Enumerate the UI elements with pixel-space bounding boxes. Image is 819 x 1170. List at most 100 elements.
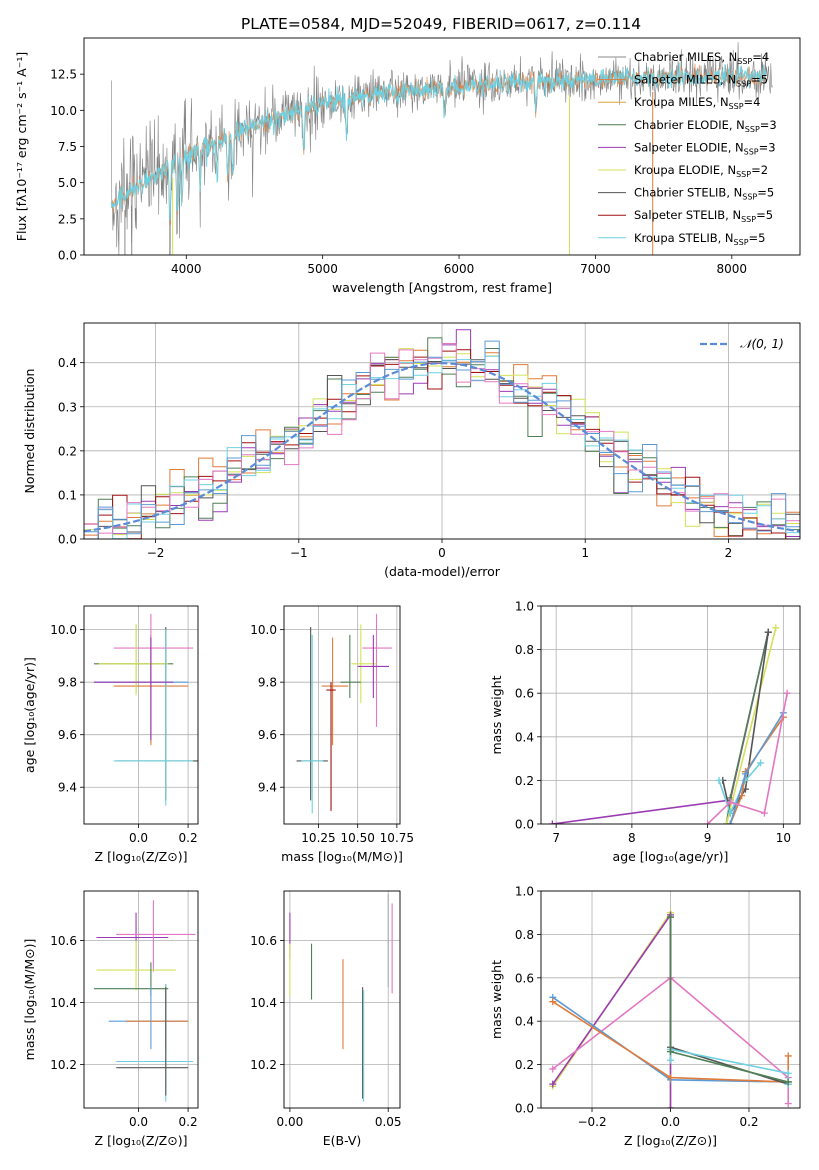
axes-frame [283, 890, 401, 1109]
legend-label-text: Salpeter MILES, N [634, 73, 736, 87]
y-tick-label: 0.8 [515, 928, 534, 942]
x-tick-label: 0.00 [277, 1115, 304, 1129]
x-tick-label: 5000 [307, 262, 338, 276]
x-tick-label: 0.2 [739, 1115, 758, 1129]
legend-label-subscript: SSP [736, 170, 751, 179]
plot-area [93, 900, 196, 1102]
legend-label-subscript: SSP [745, 125, 760, 134]
x-tick-label: 8000 [717, 262, 748, 276]
legend-label-subscript: SSP [729, 102, 744, 111]
y-axis-label: mass [log₁₀(M/M⊙)] [22, 939, 37, 1061]
x-axis-label: wavelength [Angstrom, rest frame] [332, 280, 552, 295]
legend-label-value: =2 [751, 163, 768, 177]
weight-series-line [552, 1001, 790, 1083]
weight-point-marker [764, 628, 772, 636]
legend-label-subscript: SSP [742, 193, 757, 202]
axes-frame [540, 605, 801, 825]
y-tick-label: 12.5 [50, 68, 77, 82]
panel-age_vs_mass: 10.25 10.50 10.75 9.4 9.6 9.8 10.0 mass [log₁₀(… [250, 605, 414, 864]
x-tick-label: 10 [776, 831, 791, 845]
y-tick-label: 0.2 [515, 1058, 534, 1072]
weight-series-line [552, 912, 672, 1108]
x-tick-label: 4000 [171, 262, 202, 276]
legend-label-value: =4 [752, 50, 769, 64]
y-tick-label: 2.5 [58, 212, 77, 226]
weight-point-marker [715, 776, 723, 784]
weight-point-marker [784, 1069, 792, 1077]
y-tick-label: 10.2 [250, 1058, 277, 1072]
legend-label: Chabrier ELODIE, NSSP=3 [634, 118, 777, 134]
y-tick-label: 0.8 [515, 643, 534, 657]
y-tick-label: 10.0 [50, 623, 77, 637]
y-tick-label: 1.0 [515, 885, 534, 899]
axes-frame [83, 322, 801, 540]
weight-point-marker [667, 1056, 674, 1064]
y-tick-label: 10.6 [50, 934, 77, 948]
y-tick-label: 7.5 [58, 140, 77, 154]
plot-area [93, 613, 198, 806]
x-axis-label: Z [log₁₀(Z/Z⊙)] [95, 849, 188, 864]
legend-label-value: =4 [744, 95, 761, 109]
legend-label-subscript: SSP [744, 147, 759, 156]
y-tick-label: 1.0 [515, 600, 534, 614]
legend-label-value: =5 [756, 208, 773, 222]
panel-residuals: −2 −1 0 1 2 0.0 0.1 0.2 0.3 0.4 (data-model)/error… [22, 322, 801, 579]
y-axis-label: Flux [fλ10⁻¹⁷ erg cm⁻² s⁻¹ A⁻¹] [14, 52, 29, 241]
y-tick-label: 10.6 [250, 934, 277, 948]
legend-label-subscript: SSP [734, 238, 749, 247]
x-axis-label: mass [log₁₀(M/M⊙)] [281, 849, 403, 864]
weight-series-line [707, 693, 788, 824]
weight-point-marker [549, 1080, 557, 1088]
y-tick-label: 0.0 [515, 818, 534, 832]
y-axis-label: age [log₁₀(age/yr)] [22, 657, 37, 773]
axes-frame [83, 605, 199, 825]
x-tick-label: 0.2 [179, 1115, 198, 1129]
weight-point-marker [548, 820, 556, 824]
weight-point-marker [549, 998, 557, 1006]
x-tick-label: −2 [147, 546, 165, 560]
weight-point-marker [723, 820, 731, 824]
legend-label-value: =3 [760, 118, 777, 132]
y-tick-label: 9.6 [58, 728, 77, 742]
legend-label-value: =5 [751, 73, 768, 87]
weight-point-marker [667, 1104, 674, 1108]
x-axis-label: (data-model)/error [384, 564, 501, 579]
legend-label-subscript: SSP [741, 215, 756, 224]
y-tick-label: 9.4 [258, 781, 277, 795]
weight-point-marker [704, 820, 712, 824]
panel-weight_vs_Z: −0.2 0.0 0.2 0.0 0.2 0.4 0.6 0.8 1.0 Z [log₁₀(Z/Z… [489, 885, 801, 1148]
y-tick-label: 9.4 [58, 781, 77, 795]
x-tick-label: 6000 [444, 262, 475, 276]
panel-mass_vs_EBV: 0.00 0.05 10.2 10.4 10.6 E(B-V) [250, 890, 402, 1148]
legend-label-text: Kroupa MILES, N [634, 95, 729, 109]
x-tick-label: 7000 [580, 262, 611, 276]
y-tick-label: 0.0 [58, 249, 77, 263]
y-tick-label: 0.2 [58, 444, 77, 458]
x-tick-label: 7 [552, 831, 560, 845]
axes-frame [83, 37, 801, 256]
axes-frame [283, 605, 401, 825]
weight-series-line [552, 976, 790, 1104]
gaussian-reference-line [84, 361, 800, 533]
histogram-step [84, 343, 800, 539]
y-tick-label: 9.6 [258, 728, 277, 742]
weight-series-line [729, 716, 784, 824]
weight-point-marker [757, 759, 765, 767]
weight-point-marker [783, 689, 791, 697]
weight-point-marker [667, 1074, 674, 1082]
legend-label: Salpeter STELIB, NSSP=5 [634, 208, 773, 224]
weight-point-marker [760, 809, 768, 817]
y-tick-label: 0.4 [58, 356, 77, 370]
plot-area [110, 42, 773, 255]
weight-point-marker [741, 770, 749, 778]
y-tick-label: 0.3 [58, 400, 77, 414]
panel-mass_vs_Z: 0.0 0.2 10.2 10.4 10.6 Z [log₁₀(Z/Z⊙)] mass [l… [22, 890, 199, 1148]
legend-label: Salpeter MILES, NSSP=5 [634, 73, 768, 89]
y-tick-label: 10.4 [50, 996, 77, 1010]
weight-point-marker [726, 820, 734, 824]
panel-weight_vs_age: 7 8 9 10 0.0 0.2 0.4 0.6 0.8 1.0 age [log₁₀(age/yr… [489, 600, 801, 864]
weight-point-marker [784, 1052, 792, 1060]
weight-point-marker [549, 1065, 557, 1073]
